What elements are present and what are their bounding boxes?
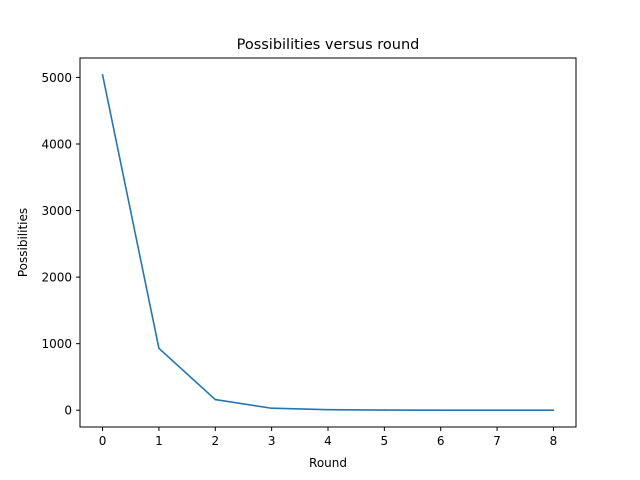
y-tick-label: 4000	[41, 137, 72, 151]
data-point	[439, 409, 442, 411]
series-layer	[101, 73, 555, 411]
data-point	[552, 409, 555, 411]
y-tick-label: 3000	[41, 204, 72, 218]
data-point	[496, 409, 498, 411]
data-point	[101, 73, 104, 76]
x-axis-label: Round	[309, 456, 347, 470]
x-tick-label: 6	[437, 434, 445, 448]
y-axis-ticks: 0 1000 2000 3000 4000 5000	[41, 71, 80, 418]
y-tick-label: 2000	[41, 271, 72, 285]
x-tick-label: 4	[324, 434, 332, 448]
x-tick-label: 3	[268, 434, 276, 448]
data-point	[383, 409, 386, 411]
x-tick-label: 7	[493, 434, 501, 448]
y-axis-label: Possibilities	[16, 208, 30, 277]
y-tick-label: 1000	[41, 337, 72, 351]
x-tick-label: 1	[155, 434, 163, 448]
x-tick-label: 5	[381, 434, 389, 448]
data-point	[214, 398, 217, 401]
data-point	[327, 408, 329, 411]
chart-title: Possibilities versus round	[237, 37, 420, 53]
y-tick-label: 0	[64, 404, 72, 418]
x-tick-label: 0	[99, 434, 107, 448]
data-point	[270, 407, 273, 410]
x-tick-label: 2	[211, 434, 219, 448]
x-axis-ticks: 0 1 2 3 4 5 6 7 8	[99, 427, 558, 448]
y-tick-label: 5000	[41, 71, 72, 85]
data-point	[158, 347, 160, 350]
plot-area-frame	[79, 57, 577, 428]
x-tick-label: 8	[550, 434, 558, 448]
